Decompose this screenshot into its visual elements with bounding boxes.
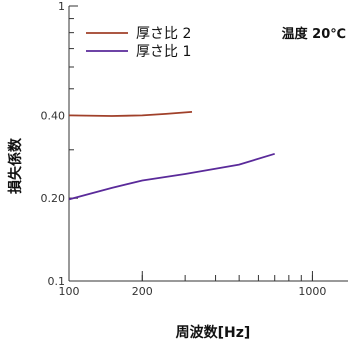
y-tick-label: 1: [58, 0, 65, 13]
temperature-annotation: 温度 20℃: [282, 26, 346, 42]
series-line-1: [68, 111, 193, 117]
series-line-2: [68, 152, 275, 201]
y-axis-ticks: 0.1 0.20 0.40 1: [41, 0, 78, 288]
legend: 厚さ比 2 厚さ比 1: [86, 26, 191, 60]
legend-label-1: 厚さ比 2: [136, 26, 191, 42]
plot-frame: [68, 6, 348, 282]
x-axis-label: 周波数[Hz]: [176, 324, 251, 341]
x-tick-label: 1000: [298, 285, 326, 298]
legend-label-2: 厚さ比 1: [136, 44, 191, 60]
y-tick-label: 0.20: [41, 192, 66, 205]
series-layer: [68, 111, 275, 201]
y-tick-label: 0.1: [48, 275, 66, 288]
y-tick-label: 0.40: [41, 109, 66, 122]
x-axis-ticks: 100 200 1000: [59, 271, 326, 298]
x-tick-label: 200: [132, 285, 153, 298]
y-axis-label: 損失係数: [7, 137, 24, 194]
x-tick-label: 100: [59, 285, 80, 298]
